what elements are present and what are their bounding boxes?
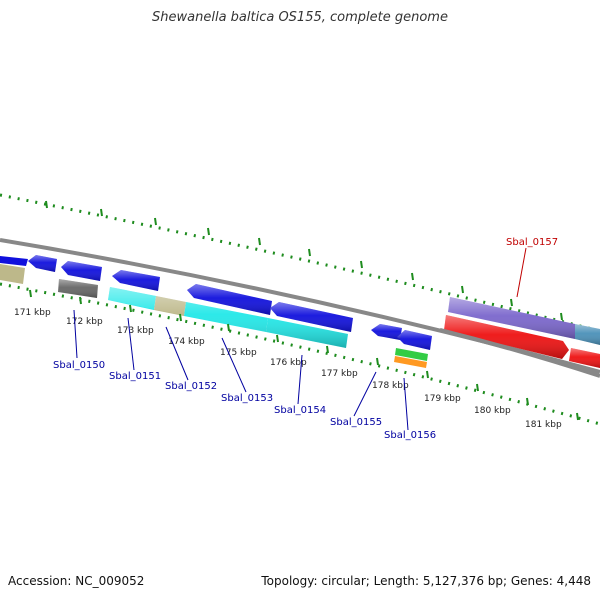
- major-tick: [308, 248, 311, 257]
- scale-label: 171 kbp: [14, 308, 51, 318]
- inner-tick-row: [0, 282, 600, 426]
- scale-label: 181 kbp: [525, 420, 562, 430]
- cds-orange[interactable]: [394, 356, 427, 368]
- gene-label-sbal-0150[interactable]: Sbal_0150: [53, 360, 105, 371]
- gene-label-sbal-0152[interactable]: Sbal_0152: [165, 381, 217, 392]
- outer-major-ticks: [45, 200, 563, 321]
- inner-major-ticks: [29, 289, 579, 421]
- gene-label-sbal-0151[interactable]: Sbal_0151: [109, 371, 161, 382]
- scale-label: 179 kbp: [424, 394, 461, 404]
- major-tick: [510, 298, 513, 307]
- major-tick: [376, 357, 379, 366]
- leader-sbal-0155: [353, 371, 377, 417]
- leader-sbal-0156: [403, 377, 409, 431]
- topology-text: Topology: circular; Length: 5,127,376 bp…: [261, 574, 591, 588]
- major-tick: [227, 323, 230, 332]
- cds-green[interactable]: [395, 348, 428, 361]
- cds-blue-left[interactable]: [0, 256, 28, 266]
- major-tick: [154, 217, 157, 226]
- major-tick: [526, 397, 529, 406]
- major-tick: [411, 272, 414, 281]
- scale-label: 177 kbp: [321, 369, 358, 379]
- outer-tick-row: [0, 193, 600, 333]
- reverse-upper-row: [0, 255, 432, 350]
- accession-text: Accession: NC_009052: [8, 574, 145, 588]
- major-tick: [100, 208, 103, 217]
- gene-label-sbal-0153[interactable]: Sbal_0153: [221, 393, 273, 404]
- major-tick: [560, 312, 563, 321]
- gene-leader-lines: [73, 247, 527, 431]
- major-tick: [179, 313, 182, 322]
- major-tick: [576, 412, 579, 421]
- leader-sbal-0154: [297, 354, 303, 405]
- gene-label-sbal-0156[interactable]: Sbal_0156: [384, 430, 436, 441]
- leader-sbal-0157: [516, 247, 527, 298]
- major-tick: [360, 260, 363, 269]
- major-tick: [426, 370, 429, 379]
- outer-minor-ticks: [0, 193, 600, 333]
- leader-sbal-0152: [165, 326, 189, 381]
- major-tick: [276, 334, 279, 343]
- inner-minor-ticks: [0, 282, 600, 426]
- major-tick: [461, 285, 464, 294]
- cds-khaki-left[interactable]: [0, 264, 25, 284]
- scale-label: 172 kbp: [66, 317, 103, 327]
- major-tick: [29, 289, 32, 298]
- gene-label-sbal-0155[interactable]: Sbal_0155: [330, 417, 382, 428]
- scale-label: 180 kbp: [474, 406, 511, 416]
- major-tick: [79, 296, 82, 305]
- major-tick: [258, 237, 261, 246]
- gene-labels: Sbal_0150 Sbal_0151 Sbal_0152 Sbal_0153 …: [53, 237, 558, 441]
- major-tick: [45, 200, 48, 209]
- leader-sbal-0150: [73, 309, 78, 359]
- forward-red-genes: [444, 315, 600, 368]
- major-tick: [207, 227, 210, 236]
- inner-backbone: [439, 328, 600, 378]
- leader-sbal-0153: [221, 337, 247, 393]
- scale-label: 173 kbp: [117, 326, 154, 336]
- reverse-lower-row: [58, 279, 428, 368]
- leader-sbal-0151: [127, 317, 135, 371]
- major-tick: [129, 304, 132, 313]
- major-tick: [476, 383, 479, 392]
- major-tick: [326, 345, 329, 354]
- gene-label-sbal-0154[interactable]: Sbal_0154: [274, 405, 326, 416]
- gene-sbal-0157[interactable]: [448, 297, 600, 345]
- scale-label: 175 kbp: [220, 348, 257, 358]
- scale-label: 178 kbp: [372, 381, 409, 391]
- scale-label: 176 kbp: [270, 358, 307, 368]
- scale-label: 174 kbp: [168, 337, 205, 347]
- scale-labels: 171 kbp 172 kbp 173 kbp 174 kbp 175 kbp …: [14, 308, 562, 430]
- genome-title: Shewanella baltica OS155, complete genom…: [152, 10, 448, 25]
- gene-label-sbal-0157[interactable]: Sbal_0157: [506, 237, 558, 248]
